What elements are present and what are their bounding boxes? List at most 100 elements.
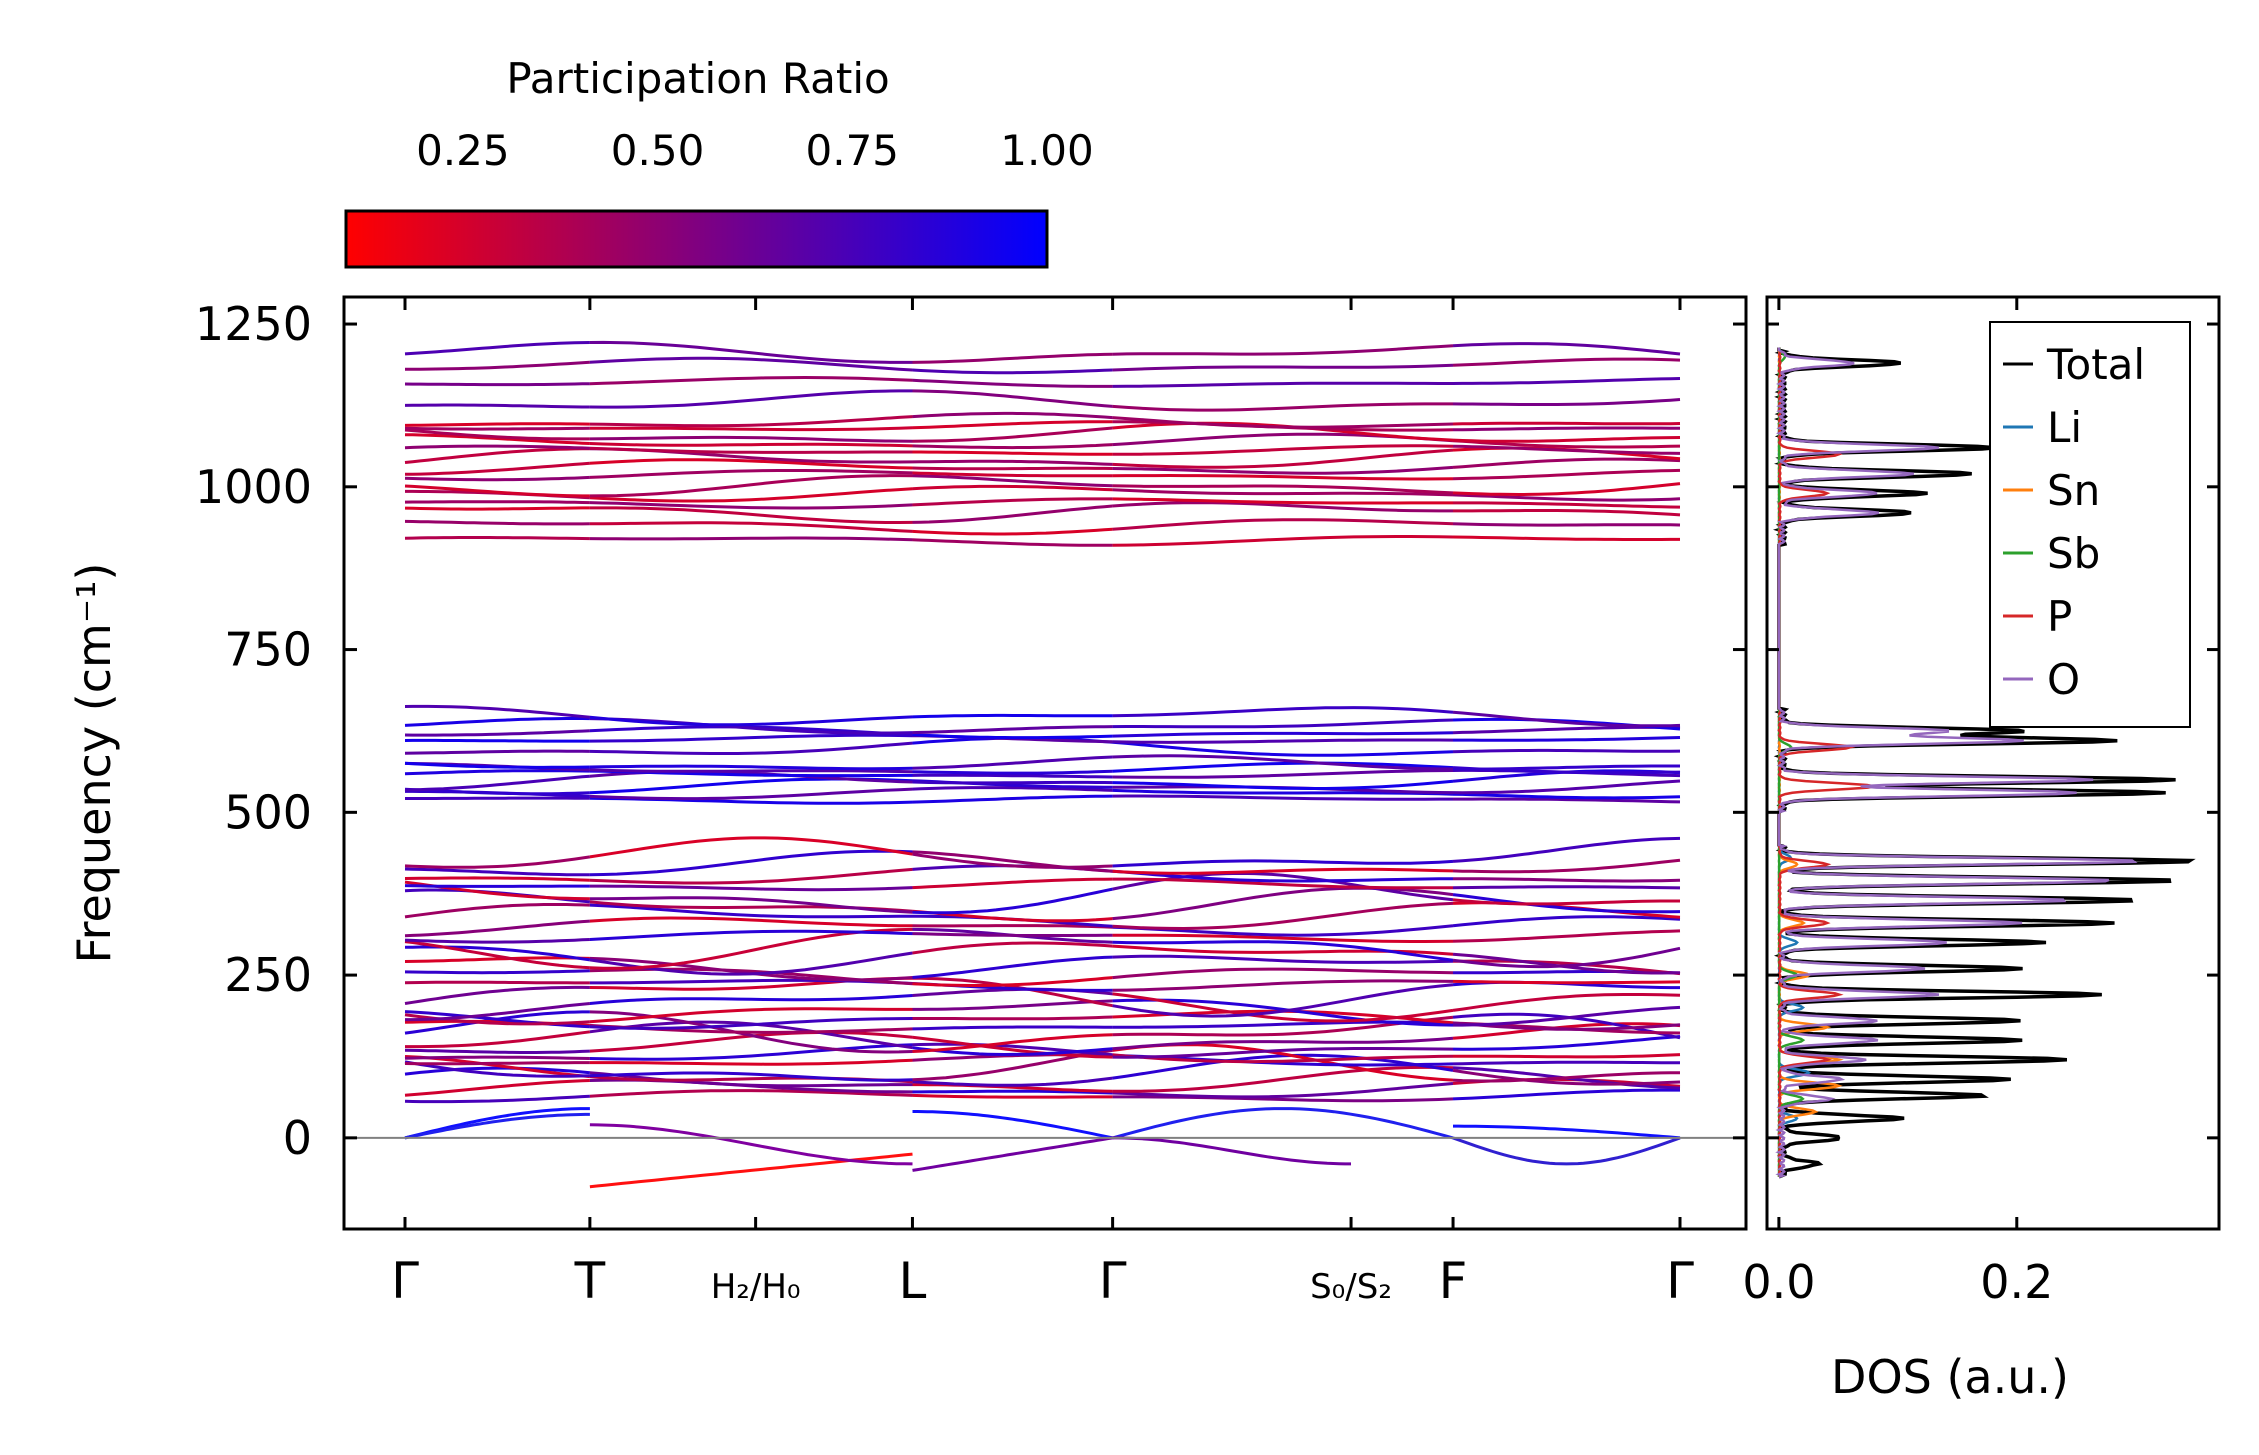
high-symmetry-label: Γ	[1666, 1252, 1694, 1310]
band-segment	[404, 444, 590, 450]
band-segment	[1112, 1065, 1454, 1093]
dos-x-tick-label: 0.2	[1980, 1255, 2053, 1309]
band-segment	[404, 1055, 590, 1060]
band-segment	[1452, 535, 1680, 541]
band-segment	[589, 715, 913, 727]
band-segment	[912, 389, 1113, 408]
band-segment	[589, 929, 913, 941]
band-segment	[404, 876, 590, 882]
band-segment	[1112, 501, 1453, 513]
band-segment	[589, 867, 913, 885]
band-segment	[912, 786, 1113, 792]
band-line	[404, 954, 1681, 982]
band-segment	[589, 415, 913, 428]
band-segment	[404, 787, 590, 796]
band-segment	[589, 340, 913, 364]
band-segment	[1112, 381, 1453, 388]
band-segment	[912, 497, 1113, 507]
band-segment	[912, 999, 1113, 1011]
band-line	[404, 1088, 1680, 1104]
band-segment	[1112, 992, 1454, 1023]
band-line	[404, 375, 1681, 388]
band-segment	[1452, 1068, 1681, 1086]
band-segment	[912, 471, 1113, 478]
band-segment	[404, 484, 590, 498]
band-segment	[1452, 426, 1680, 432]
band-segment	[1452, 482, 1681, 497]
band-segment	[912, 459, 1113, 466]
band-line	[404, 457, 1681, 476]
band-structure-panel: 0 250 500 750 1000 1250 Γ T H₂/H₀ L Γ S₀/S₂ F Γ Freq…	[67, 295, 1748, 1310]
band-segment	[1112, 484, 1454, 495]
acoustic-branch	[1112, 1107, 1454, 1140]
band-segment	[1112, 535, 1454, 547]
band-segment	[912, 484, 1113, 492]
band-segment	[404, 938, 590, 944]
band-line	[404, 901, 1681, 931]
band-segment	[589, 521, 913, 533]
band-segment	[1112, 740, 1454, 757]
band-line	[404, 518, 1681, 536]
band-segment	[589, 1010, 913, 1054]
band-line	[404, 411, 1681, 429]
band-segment	[1112, 416, 1454, 429]
y-tick-label: 750	[224, 623, 312, 677]
band-segment	[1112, 731, 1454, 738]
band-segment	[589, 884, 913, 892]
legend-label: Sb	[2047, 529, 2100, 578]
band-segment	[1452, 493, 1681, 502]
band-segment	[1112, 344, 1454, 356]
band-segment	[404, 447, 590, 464]
band-segment	[405, 1030, 591, 1049]
band-line	[404, 1030, 1681, 1059]
band-segment	[404, 969, 590, 975]
band-segment	[912, 420, 1113, 430]
band-segment	[1452, 1060, 1681, 1066]
high-symmetry-label: L	[899, 1252, 927, 1310]
band-segment	[404, 341, 590, 356]
band-segment	[912, 955, 1113, 979]
band-segment	[912, 450, 1113, 456]
dos-panel: 0.0 0.2 DOS (a.u.) Total Li Sn Sb PO	[1742, 295, 2221, 1404]
band-segment	[912, 725, 1113, 735]
high-symmetry-label: S₀/S₂	[1310, 1267, 1392, 1307]
imaginary-mode	[912, 1136, 1113, 1172]
band-segment	[589, 501, 913, 510]
band-segment	[1112, 465, 1454, 475]
band-segment	[589, 1017, 913, 1030]
band-segment	[404, 729, 590, 737]
band-segment	[1452, 893, 1681, 914]
band-segment	[404, 761, 590, 769]
band-segment	[1112, 1053, 1454, 1064]
high-symmetry-label: T	[574, 1252, 606, 1310]
band-segment	[1112, 706, 1454, 718]
band-segment	[589, 356, 913, 372]
high-symmetry-label: H₂/H₀	[711, 1267, 801, 1307]
dos-o-line	[1775, 347, 2138, 1179]
band-segment	[589, 764, 913, 771]
band-line	[404, 421, 1681, 443]
band-line	[404, 497, 1681, 510]
band-segment	[589, 903, 913, 919]
band-segment	[1112, 754, 1454, 771]
legend-label: P	[2047, 592, 2072, 641]
band-segment	[1452, 357, 1681, 367]
colorbar-tick-label: 0.75	[806, 126, 900, 175]
band-segment	[404, 428, 590, 441]
band-segment	[404, 1079, 590, 1097]
y-tick-label: 1250	[195, 297, 312, 351]
band-segment	[1112, 497, 1453, 505]
band-segment	[1452, 764, 1680, 771]
band-segment	[1112, 901, 1454, 931]
band-segment	[404, 985, 590, 1005]
band-segment	[589, 1089, 913, 1098]
band-segment	[404, 903, 590, 919]
band-segment	[589, 787, 913, 801]
colorbar-title: Participation Ratio	[506, 54, 889, 103]
band-segment	[912, 474, 1113, 488]
band-segment	[1112, 1047, 1454, 1059]
band-segment	[404, 940, 590, 970]
band-segment	[1452, 1053, 1681, 1059]
band-segment	[1112, 761, 1454, 773]
band-segment	[589, 426, 913, 432]
